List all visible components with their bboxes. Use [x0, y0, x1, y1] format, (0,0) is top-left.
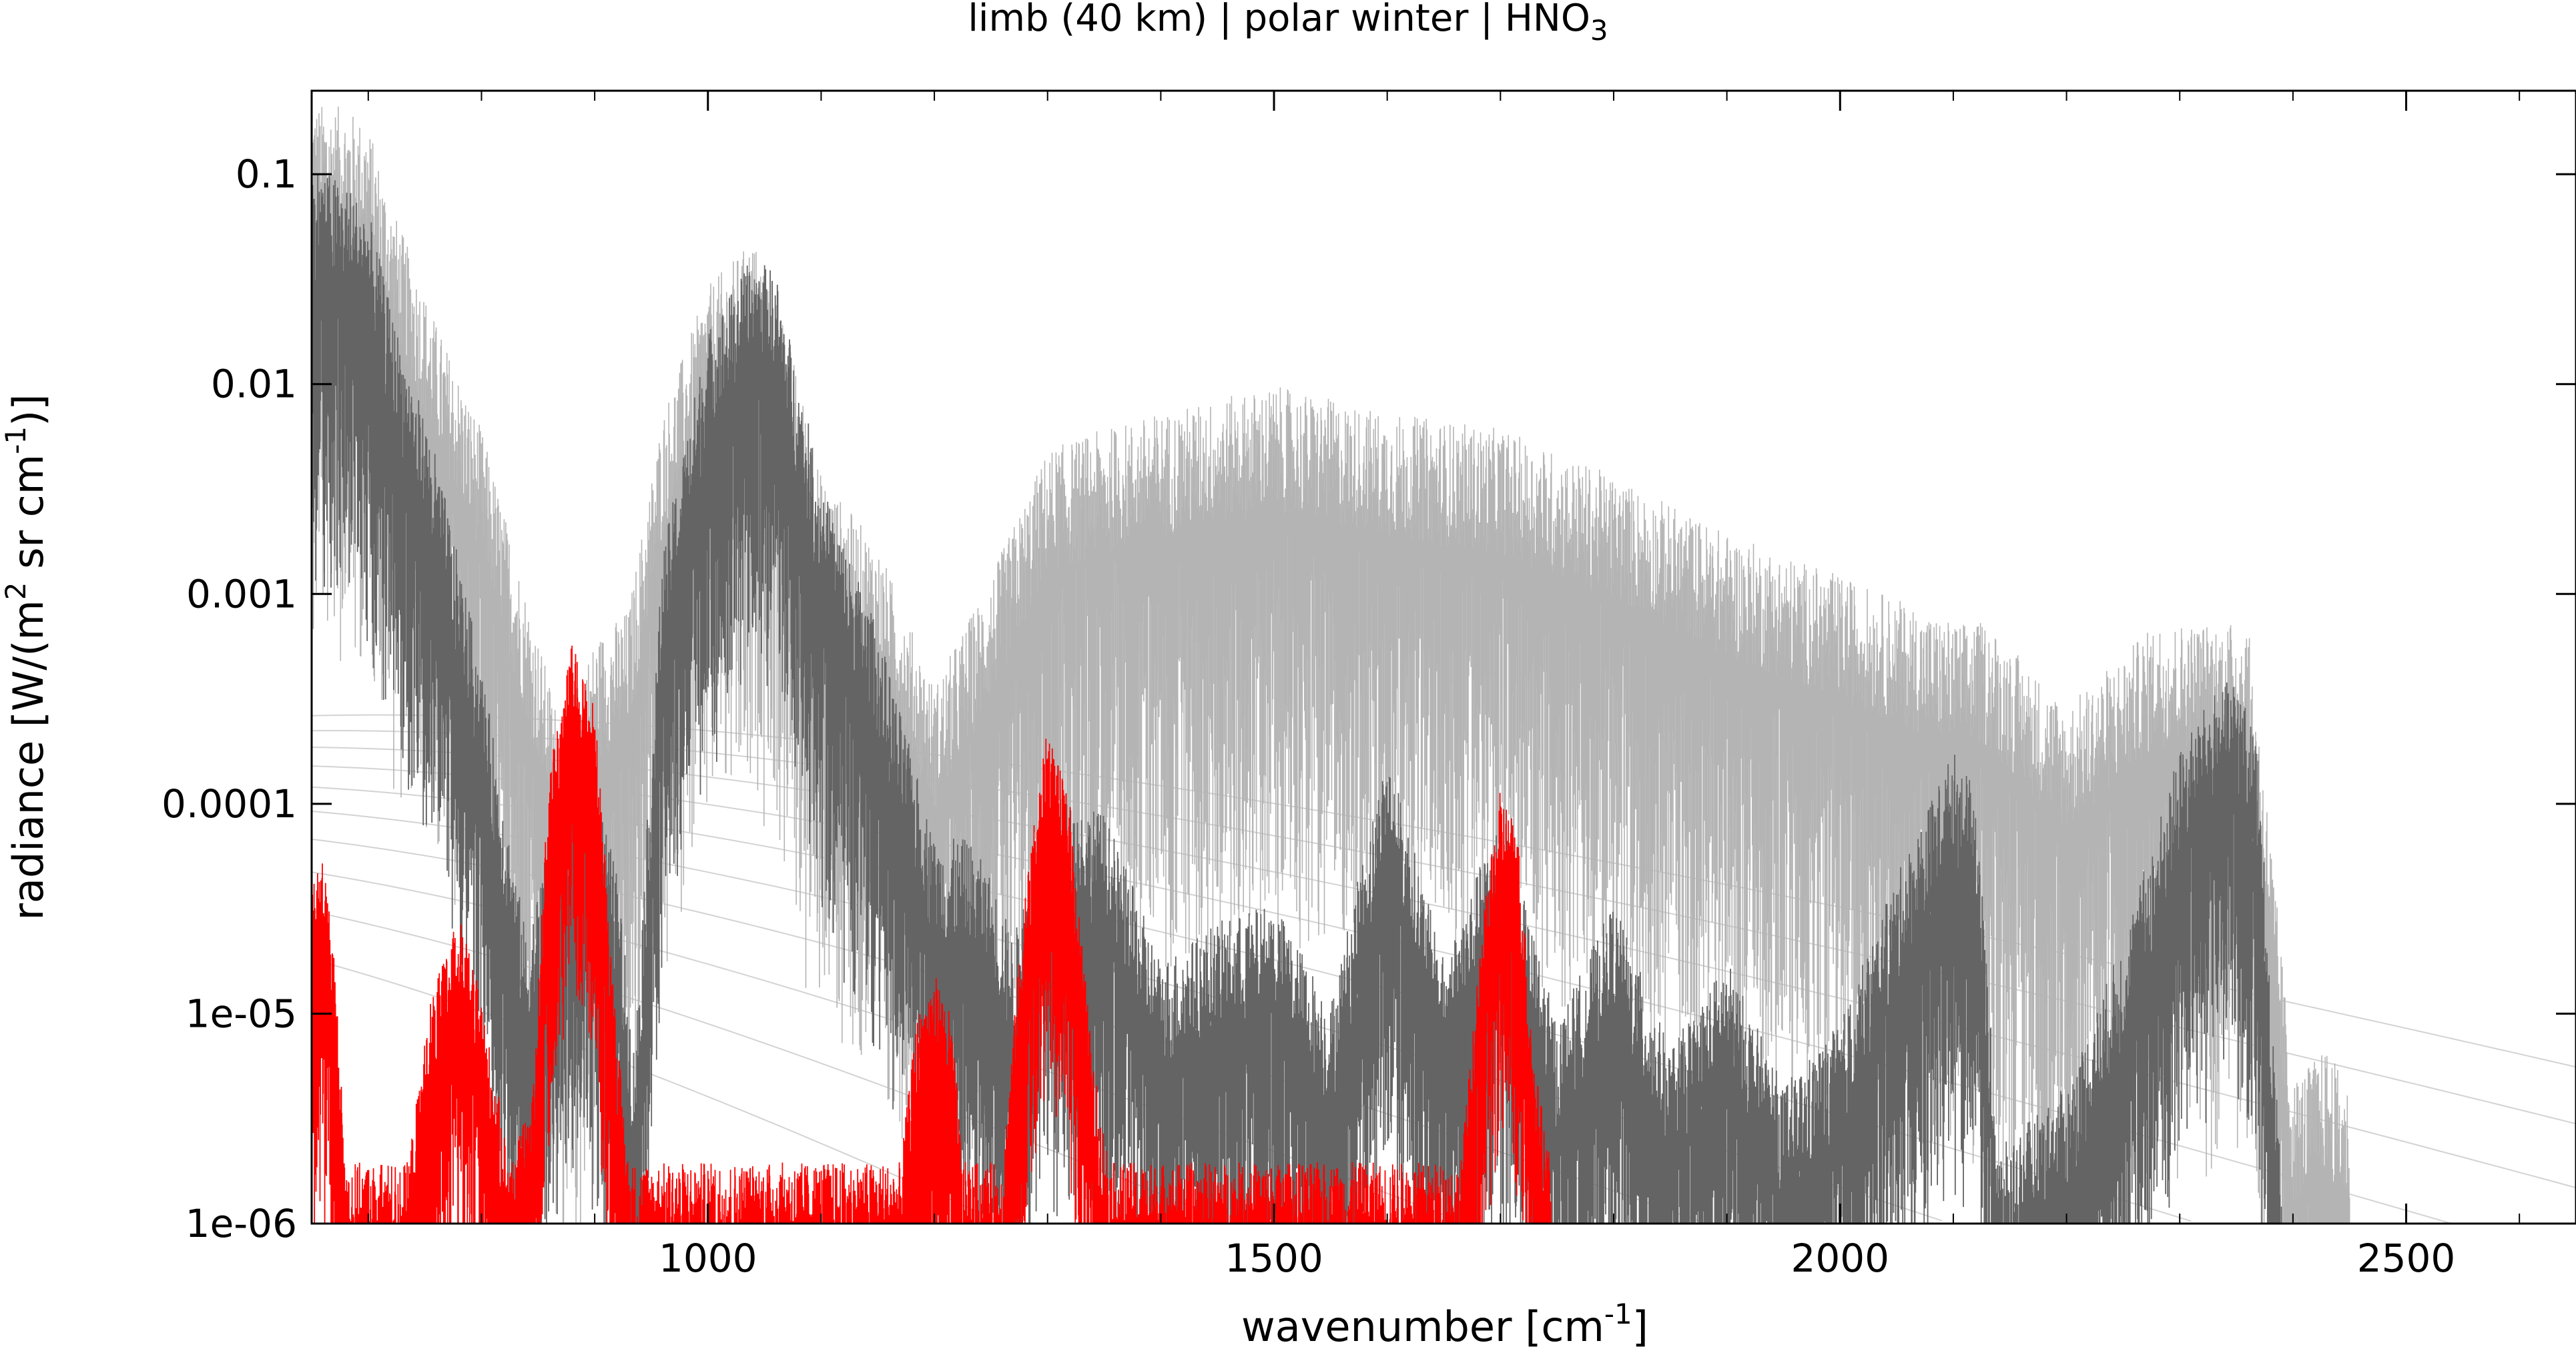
- y-tick-label: 0.0001: [162, 781, 297, 827]
- chart-title-main: limb (40 km) | polar winter | HNO: [968, 0, 1590, 40]
- y-axis-label-part3: )]: [4, 394, 53, 426]
- y-tick-label: 0.01: [211, 362, 297, 407]
- chart-title: limb (40 km) | polar winter | HNO3: [968, 0, 1608, 47]
- y-axis-label: radiance [W/(m2 sr cm-1)]: [0, 394, 53, 921]
- x-axis-label-end: ]: [1632, 1302, 1648, 1351]
- x-tick-label: 1000: [659, 1236, 757, 1281]
- x-tick-label: 1500: [1225, 1236, 1323, 1281]
- plot-frame: [310, 89, 2576, 1225]
- y-axis-label-sup1: 2: [0, 582, 32, 600]
- x-axis-label: wavenumber [cm-1]: [1241, 1298, 1648, 1351]
- y-ticks: 1e-06 1e-05 0.0001 0.001 0.01 0.1: [162, 151, 2576, 1246]
- y-axis-label-part2: sr cm: [4, 454, 53, 582]
- x-tick-label: 2500: [2357, 1236, 2456, 1281]
- x-tick-label: 2000: [1791, 1236, 1889, 1281]
- y-axis-label-sup2: -1: [0, 426, 32, 454]
- chart-title-subscript: 3: [1590, 14, 1608, 47]
- x-axis-label-superscript: -1: [1604, 1298, 1632, 1330]
- planck-curve-180K: [311, 958, 1003, 1224]
- y-tick-label: 0.001: [186, 571, 297, 616]
- y-axis-label-part1: radiance [W/(m: [4, 600, 53, 920]
- y-tick-label: 1e-05: [186, 991, 297, 1036]
- planck-curve-320K: [311, 747, 2576, 1189]
- y-tick-label: 1e-06: [186, 1201, 297, 1246]
- y-tick-label: 0.1: [236, 151, 297, 197]
- x-ticks: 1000 1500 2000 2500: [367, 91, 2521, 1281]
- x-axis-label-main: wavenumber [cm: [1241, 1302, 1604, 1351]
